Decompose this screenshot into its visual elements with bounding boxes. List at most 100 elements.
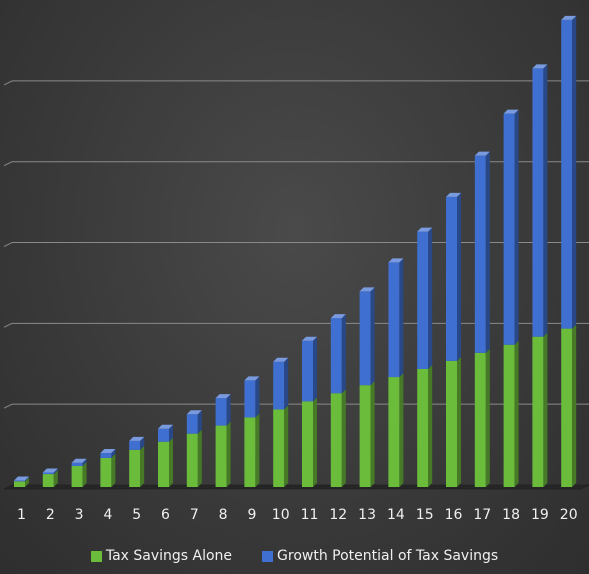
bar-front (474, 352, 486, 487)
bar-front (302, 340, 313, 402)
legend-item-tax-savings: Tax Savings Alone (90, 548, 233, 564)
bar-segment-tax-savings (42, 470, 58, 487)
x-tick-label: 15 (416, 507, 434, 523)
bar-segment-tax-savings (273, 405, 289, 487)
x-tick-label: 2 (46, 507, 55, 523)
bar-segment-growth-potential (446, 192, 461, 361)
floor (3, 484, 589, 490)
bar-segment-growth-potential (388, 258, 404, 378)
bar-segment-growth-potential (158, 424, 173, 442)
bar-front (42, 472, 54, 475)
bar-side (197, 410, 202, 434)
bar-segment-growth-potential (71, 458, 87, 466)
bar-top (186, 410, 202, 415)
bar-front (186, 414, 198, 434)
bar-side (572, 324, 577, 487)
bar-top (129, 436, 145, 441)
bar-front (273, 409, 285, 487)
bar-side (169, 424, 173, 442)
bar-side (514, 340, 519, 487)
bar-side (25, 476, 29, 482)
bar-segment-tax-savings (129, 445, 145, 487)
gridline-slant (3, 322, 13, 328)
bar-segment-tax-savings (14, 477, 29, 487)
bar-front (302, 401, 313, 487)
bar-side (543, 64, 548, 337)
bar-front (129, 440, 141, 450)
bar-segment-growth-potential (244, 376, 260, 418)
bar-segment-tax-savings (100, 453, 116, 487)
bar-side (53, 468, 58, 475)
gridlines (3, 80, 589, 409)
x-tick-label: 17 (473, 507, 491, 523)
x-tick-label: 5 (132, 507, 141, 523)
bar-segment-tax-savings (503, 340, 519, 487)
bar-front (417, 369, 429, 487)
bar-top (244, 376, 260, 381)
bar-top (359, 287, 375, 292)
bar-segment-tax-savings (561, 324, 577, 487)
x-tick-label: 3 (75, 507, 84, 523)
bar-top (158, 424, 173, 429)
bar-side (428, 227, 433, 369)
x-tick-label: 4 (103, 507, 112, 523)
bar-front (273, 361, 285, 410)
legend-label-tax-savings: Tax Savings Alone (105, 548, 233, 564)
bar-front (14, 480, 25, 482)
bar-side (82, 458, 87, 466)
bar-side (197, 429, 202, 487)
bar-front (388, 377, 400, 487)
bar-segment-growth-potential (474, 151, 490, 353)
bar-top (532, 64, 548, 69)
bar-front (215, 398, 227, 426)
bar-side (457, 192, 461, 361)
bar-front (158, 428, 169, 442)
x-tick-label: 7 (190, 507, 199, 523)
x-tick-label: 20 (560, 507, 578, 523)
x-tick-label: 8 (219, 507, 228, 523)
chart-floor (3, 484, 589, 490)
bar-side (370, 287, 375, 386)
bar-side (226, 421, 231, 487)
x-tick-label: 12 (329, 507, 347, 523)
bar-front (186, 433, 198, 487)
bar-front (42, 474, 54, 487)
bar-side (255, 413, 260, 487)
bar-side (341, 314, 346, 394)
bar-segment-tax-savings (158, 437, 173, 487)
bar-front (244, 380, 256, 418)
x-axis-ticks: 1 2 3 4 5 6 7 8 9 10 11 12 13 14 15 16 17 18 19 20 (17, 507, 578, 523)
bar-front (71, 465, 83, 487)
bar-front (561, 328, 573, 487)
bar-segment-tax-savings (215, 421, 231, 487)
bar-top (71, 458, 87, 463)
bar-front (388, 262, 400, 378)
bar-top (273, 357, 289, 362)
bar-segment-growth-potential (129, 436, 145, 450)
bar-segment-growth-potential (532, 64, 548, 337)
bar-segment-growth-potential (561, 15, 577, 329)
bar-side (284, 357, 289, 410)
bar-segment-growth-potential (186, 410, 202, 434)
x-tick-label: 18 (502, 507, 520, 523)
bar-segment-tax-savings (446, 356, 461, 487)
x-tick-label: 14 (387, 507, 405, 523)
bar-segment-tax-savings (186, 429, 202, 487)
bar-top (215, 394, 231, 399)
bar-top (330, 314, 346, 319)
x-tick-label: 10 (272, 507, 290, 523)
bar-front (561, 19, 573, 329)
bar-segment-growth-potential (417, 227, 433, 369)
x-tick-label: 6 (161, 507, 170, 523)
bar-side (399, 258, 404, 378)
bar-segment-tax-savings (532, 332, 548, 487)
x-tick-label: 13 (358, 507, 376, 523)
bar-side (140, 445, 145, 487)
bar-side (284, 405, 289, 487)
gridline-slant (3, 80, 13, 86)
bar-side (111, 453, 116, 487)
bar-side (457, 356, 461, 487)
bar-segment-growth-potential (330, 314, 346, 394)
legend-label-growth-potential: Growth Potential of Tax Savings (277, 548, 499, 564)
bar-front (14, 481, 25, 487)
